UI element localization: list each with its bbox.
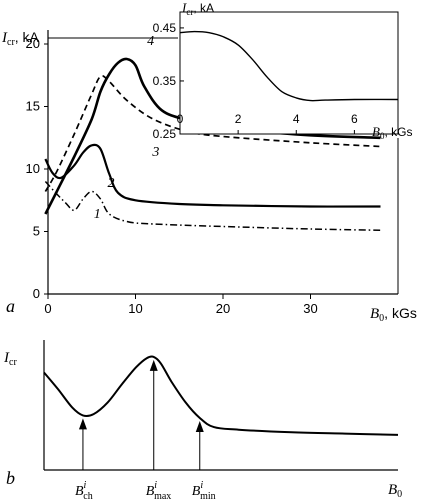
panel-b-series	[43, 355, 399, 436]
panel-a-y-label: Icr, kA	[1, 29, 40, 48]
panel-label-a: a	[6, 296, 15, 316]
panel-b: Bi ch Bi max Bi min Icr B0 b	[3, 340, 402, 502]
series-label-3: 3	[151, 145, 159, 160]
panel-a-y-tick-label: 20	[26, 36, 40, 51]
panel-a-x-tick-label: 20	[216, 301, 230, 316]
panel-a-x-label: B0, kGs	[370, 305, 417, 324]
panel-b-x-label: B0	[388, 482, 402, 500]
inset-x-tick-label: 2	[235, 112, 242, 126]
inset: 0.45 0.35 0.25 0 2 4 6 Icr, kA B0, kGs	[153, 0, 413, 141]
inset-x-label: B0, kGs	[372, 124, 412, 141]
annotation-arrowhead	[78, 418, 87, 430]
inset-y-label: Icr, kA	[181, 0, 214, 17]
annotation-label: Bi min	[192, 480, 216, 502]
panel-b-series-line	[43, 355, 399, 436]
series-label-1: 1	[94, 207, 101, 222]
panel-a-y-tick-label: 0	[33, 286, 40, 301]
series-line-2	[44, 143, 381, 208]
series-line-3	[44, 74, 381, 192]
inset-x-ticks: 0 2 4 6	[177, 112, 358, 134]
panel-label-b: b	[6, 468, 15, 488]
series-label-2: 2	[108, 176, 115, 191]
panel-a-x-tick-label: 10	[128, 301, 142, 316]
inset-y-tick-label: 0.45	[153, 21, 177, 35]
inset-y-tick-label: 0.25	[153, 127, 177, 141]
inset-y-ticks: 0.45 0.35 0.25	[153, 21, 184, 141]
inset-series-line	[179, 30, 399, 102]
panel-a-x-ticks: 0 10 20 30	[44, 294, 318, 316]
panel-a-y-tick-label: 5	[33, 224, 40, 239]
series-line-1	[44, 180, 381, 232]
panel-a-y-ticks: 0 5 10 15 20	[26, 36, 48, 301]
panel-b-y-label: Icr	[3, 350, 17, 368]
inset-y-tick-label: 0.35	[153, 74, 177, 88]
inset-x-tick-label: 6	[351, 112, 358, 126]
panel-a-x-tick-label: 30	[303, 301, 317, 316]
inset-series	[179, 30, 399, 102]
panel-a-x-tick-label: 0	[44, 301, 51, 316]
series-label-4: 4	[147, 34, 154, 49]
annotation-label: Bi max	[146, 480, 172, 502]
annotation-arrowhead	[195, 421, 204, 432]
annotation-arrowhead	[149, 359, 158, 371]
panel-a-y-tick-label: 15	[26, 99, 40, 114]
panel-b-annotations: Bi ch Bi max Bi min	[75, 359, 216, 502]
annotation-label: Bi ch	[75, 480, 93, 502]
inset-x-tick-label: 4	[293, 112, 300, 126]
inset-frame	[179, 11, 399, 135]
panel-a-y-tick-label: 10	[26, 161, 40, 176]
inset-x-tick-label: 0	[177, 112, 184, 126]
